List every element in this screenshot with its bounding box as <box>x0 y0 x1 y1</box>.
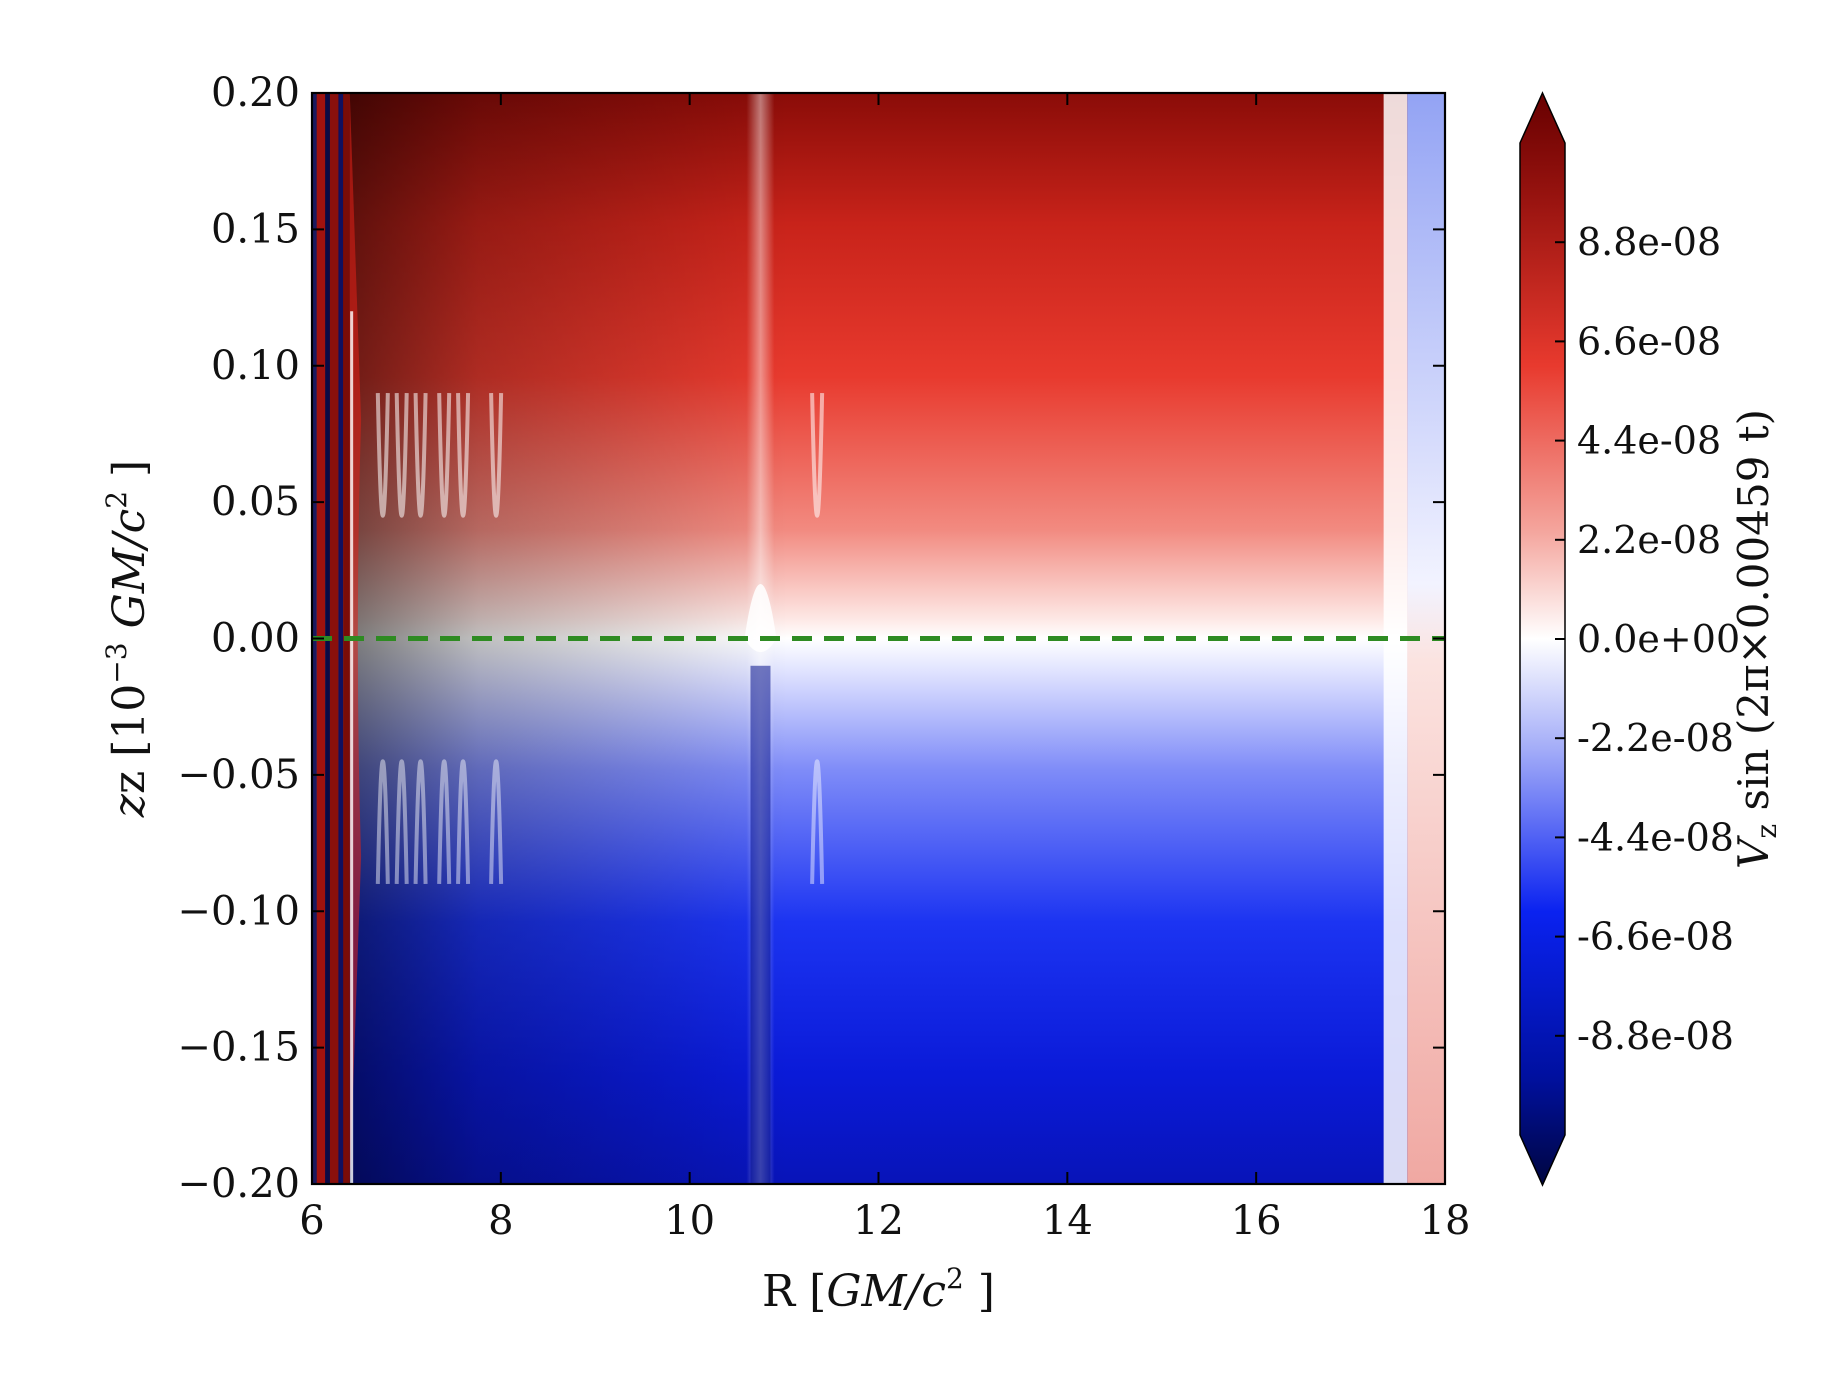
ripple-lower <box>413 759 428 885</box>
ripple-lower <box>456 759 471 885</box>
x-tick-label: 10 <box>664 1198 715 1244</box>
ripple-lower <box>437 759 452 885</box>
y-tick-label: 0.10 <box>211 343 300 389</box>
plot-area <box>312 93 1445 1184</box>
colorbar-tick-label: -8.8e-08 <box>1577 1014 1734 1058</box>
y-tick-label: 0.05 <box>211 479 300 525</box>
x-axis: 6 8 10 12 14 16 18 <box>299 93 1470 1244</box>
colorbar-tick-label: 8.8e-08 <box>1577 220 1721 264</box>
colorbar-label: Vz sin (2π×0.00459 t) <box>1729 409 1783 869</box>
x-tick-label: 12 <box>853 1198 904 1244</box>
colorbar-tick-label: 2.2e-08 <box>1577 518 1721 562</box>
ripple-lower <box>394 759 409 885</box>
ripple-lower <box>810 759 825 885</box>
x-tick-label: 6 <box>299 1198 324 1244</box>
colorbar-tick-label: -4.4e-08 <box>1577 815 1734 859</box>
colorbar: 8.8e-08 6.6e-08 4.4e-08 2.2e-08 0.0e+00 -2.2e… <box>1519 91 1740 1187</box>
ripple-upper <box>437 392 452 518</box>
colorbar-tick-label: 6.6e-08 <box>1577 319 1721 363</box>
ripple-upper <box>394 392 409 518</box>
inner-strip <box>338 93 344 1184</box>
ripple-upper <box>456 392 471 518</box>
y-tick-label: −0.20 <box>177 1161 300 1207</box>
x-tick-label: 16 <box>1231 1198 1282 1244</box>
ridge-lower <box>750 665 771 1184</box>
outer-white-band <box>1383 93 1408 1184</box>
colorbar-gradient <box>1519 91 1566 1187</box>
y-tick-label: 0.20 <box>211 70 300 116</box>
y-tick-label: 0.00 <box>211 616 300 662</box>
ripple-lower <box>375 759 390 885</box>
colorbar-tick-label: 4.4e-08 <box>1577 419 1721 463</box>
ripple-upper <box>375 392 390 518</box>
y-axis: 0.20 0.15 0.10 0.05 0.00 −0.05 −0.10 −0.15 −0.20 <box>177 70 1445 1207</box>
colorbar-tick-label: 0.0e+00 <box>1577 617 1740 661</box>
ripple-upper <box>810 392 825 518</box>
x-axis-label: R [GM/c2 ] <box>762 1262 995 1317</box>
x-tick-label: 14 <box>1042 1198 1093 1244</box>
y-axis-label: zz [10−3 GM/c2 ] <box>100 460 155 818</box>
y-tick-label: −0.15 <box>177 1025 300 1071</box>
ripple-upper <box>489 392 504 518</box>
inner-strip <box>329 93 339 1184</box>
ripple-upper <box>413 392 428 518</box>
ridge-midplane <box>744 583 777 653</box>
ripple-lower <box>489 759 504 885</box>
x-tick-label: 8 <box>488 1198 513 1244</box>
y-tick-label: −0.10 <box>177 888 300 934</box>
colorbar-tick-label: -6.6e-08 <box>1577 915 1734 959</box>
x-tick-label: 18 <box>1420 1198 1471 1244</box>
colorbar-ticks: 8.8e-08 6.6e-08 4.4e-08 2.2e-08 0.0e+00 -2.2e… <box>1555 220 1740 1058</box>
colorbar-tick-label: -2.2e-08 <box>1577 716 1734 760</box>
y-tick-label: −0.05 <box>177 752 300 798</box>
y-tick-label: 0.15 <box>211 206 300 252</box>
